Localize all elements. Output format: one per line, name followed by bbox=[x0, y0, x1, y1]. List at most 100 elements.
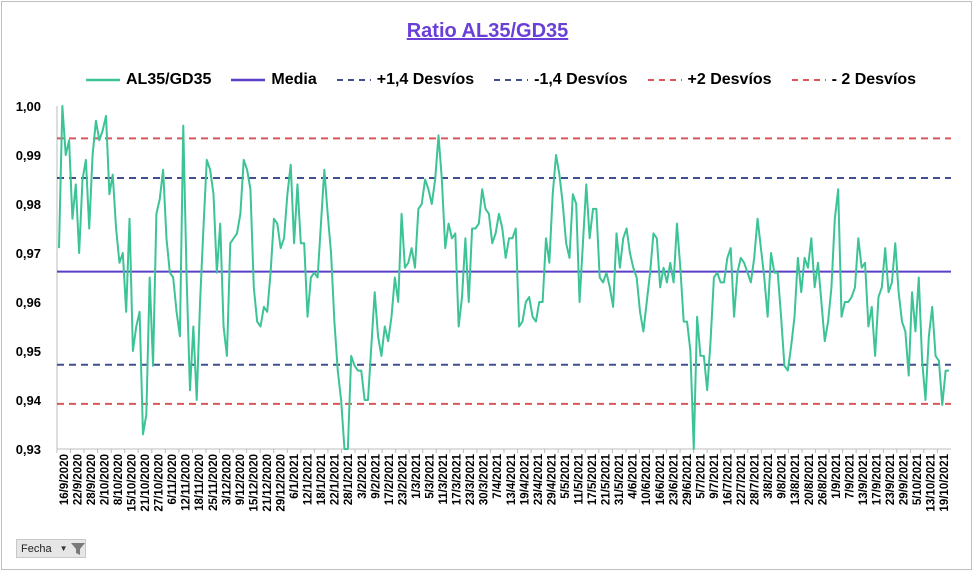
x-tick-label: 13/9/2021 bbox=[858, 453, 870, 505]
x-tick-label: 18/1/2021 bbox=[316, 453, 328, 505]
x-tick-label: 28/1/2021 bbox=[343, 453, 355, 505]
x-tick-label: 17/9/2021 bbox=[872, 453, 884, 505]
x-tick-label: 9/8/2021 bbox=[777, 453, 789, 498]
x-tick-label: 28/9/2020 bbox=[86, 454, 98, 505]
x-tick-label: 15/10/2020 bbox=[127, 454, 139, 512]
legend-label-plus14: +1,4 Desvíos bbox=[376, 71, 475, 88]
x-tick-label: 6/11/2020 bbox=[167, 454, 179, 505]
x-tick-label: 22/1/2021 bbox=[330, 453, 342, 505]
chart-title: Ratio AL35/GD35 bbox=[406, 20, 569, 42]
legend-swatch-media bbox=[231, 78, 266, 82]
x-tick-label: 10/6/2021 bbox=[641, 453, 653, 505]
y-tick-label: 0,95 bbox=[16, 344, 41, 359]
legend-item-minus2: - 2 Desvíos bbox=[791, 71, 917, 89]
x-tick-label: 23/9/2021 bbox=[885, 453, 897, 505]
x-tick-label: 23/4/2021 bbox=[533, 453, 545, 505]
x-tick-label: 21/12/2020 bbox=[262, 454, 274, 512]
legend-swatch-series bbox=[86, 78, 120, 82]
x-tick-label: 7/9/2021 bbox=[844, 453, 856, 498]
y-tick-label: 0,93 bbox=[16, 442, 41, 457]
x-tick-label: 16/7/2021 bbox=[723, 453, 735, 505]
x-tick-label: 8/10/2020 bbox=[113, 454, 125, 505]
y-tick-label: 0,99 bbox=[16, 148, 41, 163]
x-tick-label: 16/6/2021 bbox=[655, 453, 667, 505]
x-tick-label: 11/3/2021 bbox=[438, 453, 450, 504]
x-tick-label: 1/9/2021 bbox=[831, 453, 843, 498]
y-tick-label: 0,97 bbox=[16, 246, 41, 261]
x-tick-label: 25/11/2020 bbox=[208, 454, 220, 511]
x-tick-label: 6/1/2021 bbox=[289, 453, 301, 498]
x-tick-label: 5/10/2021 bbox=[912, 453, 924, 505]
x-tick-label: 20/8/2021 bbox=[804, 453, 816, 505]
legend-label-minus2: - 2 Desvíos bbox=[831, 71, 917, 88]
x-tick-label: 17/2/2021 bbox=[384, 453, 396, 505]
legend-label-media: Media bbox=[271, 71, 317, 88]
legend-item-plus2: +2 Desvíos bbox=[647, 71, 772, 89]
x-tick-label: 17/3/2021 bbox=[452, 453, 464, 505]
legend-swatch-plus2 bbox=[647, 79, 682, 81]
x-tick-label: 15/12/2020 bbox=[248, 454, 260, 512]
x-tick-label: 11/5/2021 bbox=[574, 453, 586, 504]
x-tick-label: 2/10/2020 bbox=[99, 454, 111, 505]
legend-item-plus14: +1,4 Desvíos bbox=[336, 71, 475, 89]
x-tick-label: 7/4/2021 bbox=[492, 453, 504, 498]
x-tick-label: 5/3/2021 bbox=[425, 453, 437, 498]
x-tick-label: 23/3/2021 bbox=[465, 453, 477, 505]
x-tick-label: 21/5/2021 bbox=[601, 453, 613, 505]
x-tick-label: 31/5/2021 bbox=[614, 453, 626, 505]
x-tick-label: 27/10/2020 bbox=[154, 454, 166, 512]
x-tick-label: 19/10/2021 bbox=[939, 453, 951, 511]
x-tick-label: 13/8/2021 bbox=[790, 453, 802, 505]
legend-label-series: AL35/GD35 bbox=[126, 71, 212, 88]
fecha-filter-button[interactable]: Fecha ▼ bbox=[16, 539, 86, 558]
x-tick-label: 3/12/2020 bbox=[221, 454, 233, 505]
funnel-icon bbox=[70, 542, 85, 555]
x-tick-label: 29/4/2021 bbox=[546, 453, 558, 505]
x-tick-label: 19/4/2021 bbox=[519, 453, 531, 505]
x-tick-label: 13/10/2021 bbox=[926, 453, 938, 511]
x-tick-label: 3/2/2021 bbox=[357, 453, 369, 498]
x-tick-label: 5/5/2021 bbox=[560, 453, 572, 498]
fecha-filter-label: Fecha bbox=[21, 542, 52, 555]
x-tick-label: 9/7/2021 bbox=[709, 453, 721, 498]
x-tick-label: 3/8/2021 bbox=[763, 453, 775, 498]
x-tick-label: 23/2/2021 bbox=[397, 453, 409, 505]
x-tick-label: 29/12/2020 bbox=[276, 454, 288, 512]
x-tick-label: 23/6/2021 bbox=[668, 453, 680, 505]
y-tick-label: 0,98 bbox=[16, 197, 41, 212]
x-tick-label: 16/9/2020 bbox=[59, 454, 71, 505]
x-tick-label: 28/7/2021 bbox=[750, 453, 762, 505]
x-tick-label: 18/11/2020 bbox=[194, 454, 206, 511]
y-tick-label: 0,94 bbox=[16, 393, 42, 408]
x-tick-label: 29/9/2021 bbox=[899, 453, 911, 505]
x-tick-label: 5/7/2021 bbox=[695, 453, 707, 498]
y-tick-label: 0,96 bbox=[16, 295, 41, 310]
legend-item-media: Media bbox=[231, 71, 317, 89]
x-tick-label: 21/10/2020 bbox=[140, 454, 152, 512]
x-tick-label: 30/3/2021 bbox=[479, 453, 491, 505]
legend-label-plus2: +2 Desvíos bbox=[687, 71, 772, 88]
y-tick-label: 1,00 bbox=[16, 99, 41, 114]
x-tick-label: 9/2/2021 bbox=[370, 453, 382, 498]
legend-item-series: AL35/GD35 bbox=[86, 71, 211, 89]
x-tick-label: 12/11/2020 bbox=[181, 454, 193, 511]
x-tick-label: 17/5/2021 bbox=[587, 453, 599, 505]
x-tick-label: 22/9/2020 bbox=[72, 454, 84, 505]
dropdown-arrow-icon: ▼ bbox=[59, 544, 68, 553]
x-tick-label: 4/6/2021 bbox=[628, 453, 640, 498]
x-tick-label: 29/6/2021 bbox=[682, 453, 694, 505]
x-tick-label: 22/7/2021 bbox=[736, 453, 748, 505]
legend-swatch-minus14 bbox=[494, 79, 529, 81]
legend-swatch-minus2 bbox=[791, 79, 826, 81]
chart-legend: AL35/GD35 Media +1,4 Desvíos -1,4 Desvío… bbox=[86, 69, 936, 91]
x-tick-label: 1/3/2021 bbox=[411, 453, 423, 498]
x-tick-label: 12/1/2021 bbox=[303, 453, 315, 505]
x-tick-label: 9/12/2020 bbox=[235, 454, 247, 505]
x-tick-label: 13/4/2021 bbox=[506, 453, 518, 505]
legend-label-minus14: -1,4 Desvíos bbox=[534, 71, 628, 88]
series-line bbox=[58, 105, 949, 450]
legend-swatch-plus14 bbox=[336, 79, 371, 81]
legend-item-minus14: -1,4 Desvíos bbox=[494, 71, 628, 89]
